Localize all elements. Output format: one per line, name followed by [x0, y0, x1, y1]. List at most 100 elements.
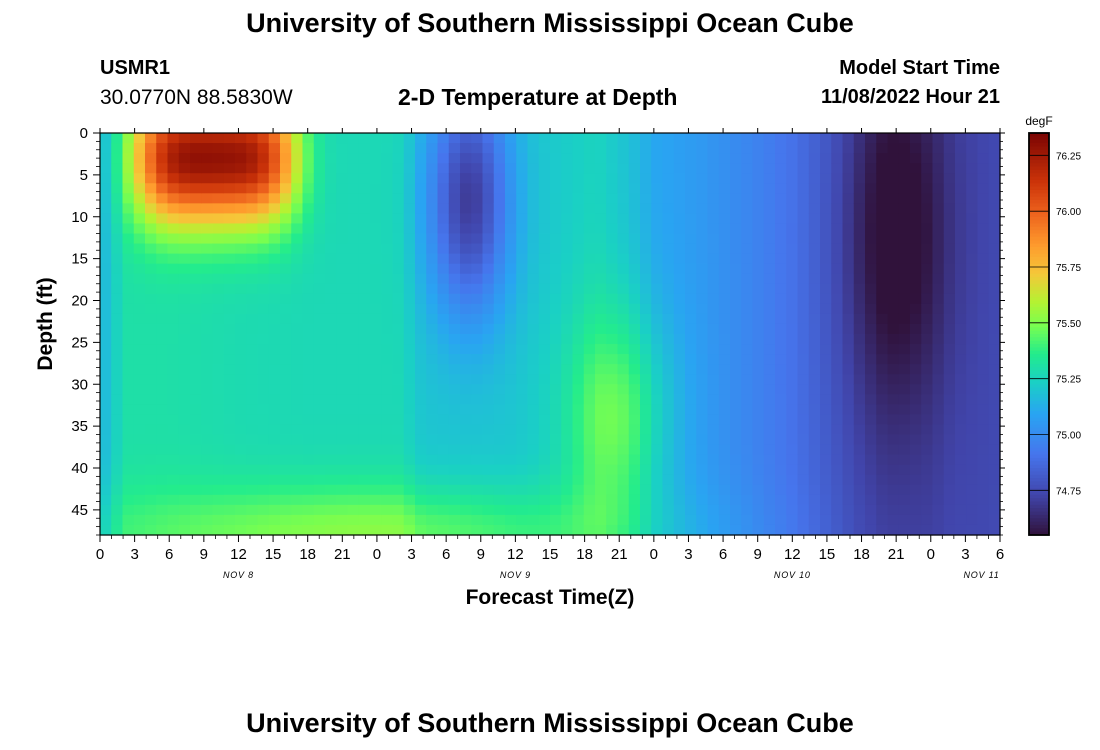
- heatmap-cell: [280, 303, 292, 315]
- heatmap-cell: [696, 394, 709, 405]
- heatmap-cell: [111, 504, 124, 516]
- heatmap-cell: [820, 454, 832, 466]
- heatmap-cell: [336, 163, 349, 174]
- heatmap-cell: [752, 414, 765, 426]
- heatmap-cell: [448, 143, 461, 154]
- heatmap-cell: [898, 404, 911, 415]
- heatmap-cell: [313, 334, 326, 345]
- heatmap-cell: [336, 504, 349, 516]
- heatmap-cell: [133, 263, 146, 275]
- heatmap-cell: [358, 173, 371, 184]
- heatmap-cell: [842, 484, 855, 496]
- heatmap-cell: [347, 354, 360, 365]
- heatmap-cell: [808, 233, 821, 245]
- heatmap-cell: [595, 243, 607, 255]
- heatmap-cell: [280, 344, 292, 355]
- heatmap-cell: [302, 163, 315, 174]
- heatmap-cell: [561, 424, 574, 436]
- heatmap-cell: [775, 283, 787, 295]
- heatmap-cell: [921, 313, 934, 325]
- heatmap-cell: [313, 424, 326, 436]
- heatmap-cell: [628, 434, 641, 446]
- x-tick-label: 3: [684, 546, 692, 563]
- heatmap-cell: [763, 344, 776, 355]
- heatmap-cell: [156, 203, 169, 214]
- heatmap-cell: [201, 283, 214, 295]
- heatmap-cell: [156, 384, 169, 395]
- heatmap-cell: [718, 143, 731, 154]
- heatmap-cell: [358, 163, 371, 174]
- heatmap-cell: [696, 354, 709, 365]
- heatmap-cell: [910, 243, 922, 255]
- heatmap-cell: [460, 394, 472, 405]
- heatmap-cell: [628, 444, 641, 456]
- heatmap-cell: [156, 394, 169, 405]
- heatmap-cell: [943, 364, 956, 375]
- heatmap-cell: [460, 203, 472, 214]
- heatmap-cell: [640, 273, 652, 285]
- heatmap-cell: [606, 253, 619, 265]
- heatmap-cell: [415, 444, 427, 456]
- heatmap-cell: [516, 223, 529, 235]
- heatmap-cell: [291, 524, 304, 536]
- heatmap-cell: [763, 203, 776, 214]
- colorbar-step: [1029, 414, 1049, 419]
- colorbar-step: [1029, 454, 1049, 459]
- heatmap-cell: [718, 504, 731, 516]
- heatmap-cell: [910, 143, 922, 154]
- heatmap-cell: [403, 394, 416, 405]
- heatmap-cell: [820, 183, 832, 194]
- heatmap-cell: [291, 163, 304, 174]
- heatmap-cell: [662, 394, 675, 405]
- heatmap-cell: [988, 354, 1001, 365]
- heatmap-cell: [122, 283, 135, 295]
- heatmap-cell: [763, 313, 776, 325]
- heatmap-cell: [696, 143, 709, 154]
- heatmap-cell: [212, 173, 225, 184]
- heatmap-cell: [167, 484, 180, 496]
- heatmap-cell: [606, 454, 619, 466]
- heatmap-cell: [685, 313, 697, 325]
- heatmap-cell: [111, 454, 124, 466]
- heatmap-cell: [178, 514, 191, 526]
- heatmap-cell: [471, 233, 484, 245]
- heatmap-cell: [370, 303, 382, 315]
- heatmap-cell: [910, 233, 922, 245]
- heatmap-cell: [955, 323, 967, 335]
- heatmap-cell: [313, 233, 326, 245]
- heatmap-cell: [808, 414, 821, 426]
- heatmap-cell: [235, 394, 247, 405]
- heatmap-cell: [786, 163, 799, 174]
- heatmap-cell: [685, 133, 697, 144]
- page-title-top: University of Southern Mississippi Ocean…: [246, 8, 854, 38]
- heatmap-cell: [212, 283, 225, 295]
- heatmap-cell: [313, 263, 326, 275]
- heatmap-cell: [797, 354, 810, 365]
- heatmap-cell: [876, 464, 889, 476]
- heatmap-cell: [606, 283, 619, 295]
- heatmap-cell: [190, 173, 202, 184]
- y-tick-label: 45: [71, 502, 88, 519]
- heatmap-cell: [685, 253, 697, 265]
- heatmap-cell: [988, 344, 1001, 355]
- heatmap-cell: [280, 464, 292, 476]
- heatmap-cell: [482, 334, 495, 345]
- heatmap-cell: [482, 153, 495, 164]
- heatmap-cell: [876, 394, 889, 405]
- heatmap-cell: [617, 283, 630, 295]
- heatmap-cell: [122, 454, 135, 466]
- colorbar-step: [1029, 133, 1049, 137]
- heatmap-cell: [190, 494, 202, 506]
- heatmap-cell: [943, 474, 956, 486]
- heatmap-cell: [943, 233, 956, 245]
- heatmap-cell: [921, 293, 934, 305]
- heatmap-cell: [201, 233, 214, 245]
- heatmap-cell: [550, 223, 562, 235]
- heatmap-cell: [606, 464, 619, 476]
- x-tick-label: 3: [130, 546, 138, 563]
- heatmap-cell: [977, 193, 990, 204]
- heatmap-cell: [988, 213, 1001, 225]
- heatmap-cell: [752, 133, 765, 144]
- heatmap-cell: [370, 213, 382, 225]
- heatmap-cell: [910, 303, 922, 315]
